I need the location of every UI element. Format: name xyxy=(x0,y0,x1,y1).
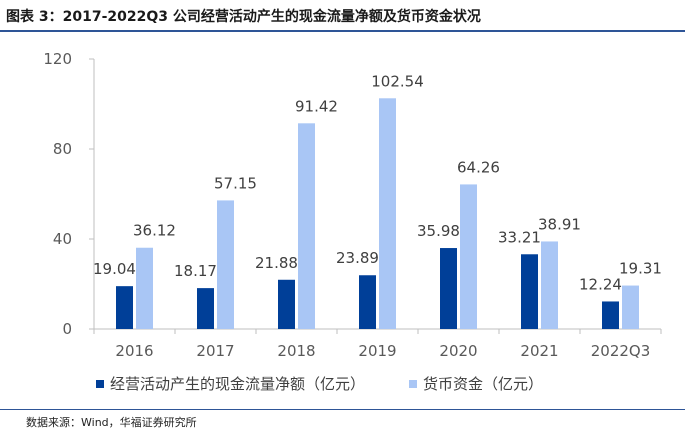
bar-cashflow xyxy=(602,301,619,329)
bar-cashflow xyxy=(116,286,133,329)
bar-cash xyxy=(298,123,315,330)
data-label-cashflow: 21.88 xyxy=(255,254,298,272)
data-label-cashflow: 12.24 xyxy=(579,275,622,293)
bar-cash xyxy=(460,184,477,329)
x-tick-label: 2020 xyxy=(439,342,477,360)
data-label-cash: 19.31 xyxy=(619,260,662,278)
data-label-cash: 57.15 xyxy=(214,174,257,192)
data-label-cashflow: 33.21 xyxy=(498,228,541,246)
bar-cashflow xyxy=(440,248,457,329)
data-label-cash: 36.12 xyxy=(133,222,176,240)
x-tick-label: 2021 xyxy=(520,342,558,360)
x-tick-label: 2022Q3 xyxy=(591,342,651,360)
x-tick-label: 2016 xyxy=(115,342,153,360)
legend-item-cashflow: 经营活动产生的现金流量净额（亿元） xyxy=(96,373,365,394)
legend-swatch-cashflow xyxy=(96,379,104,388)
bar-cash xyxy=(136,247,153,329)
data-label-cashflow: 23.89 xyxy=(336,249,379,267)
data-label-cash: 102.54 xyxy=(371,72,424,90)
bar-cash xyxy=(217,200,234,329)
data-label-cash: 91.42 xyxy=(295,97,338,115)
data-label-cashflow: 18.17 xyxy=(174,262,217,280)
y-tick-label: 80 xyxy=(53,140,72,158)
bar-cash xyxy=(541,241,558,329)
bar-cashflow xyxy=(521,254,538,329)
y-tick-label: 0 xyxy=(62,320,72,338)
bar-cash xyxy=(379,98,396,329)
data-label-cashflow: 19.04 xyxy=(93,260,136,278)
bar-cashflow xyxy=(359,275,376,329)
legend-label-cashflow: 经营活动产生的现金流量净额（亿元） xyxy=(110,375,366,393)
legend-item-cash: 货币资金（亿元） xyxy=(409,373,543,394)
data-label-cash: 38.91 xyxy=(538,215,581,233)
x-tick-label: 2018 xyxy=(277,342,315,360)
legend-swatch-cash xyxy=(409,379,418,388)
legend: 经营活动产生的现金流量净额（亿元） 货币资金（亿元） xyxy=(96,373,587,394)
bar-cashflow xyxy=(278,279,295,329)
figure-title: 图表 3：2017-2022Q3 公司经营活动产生的现金流量净额及货币资金状况 xyxy=(6,9,481,25)
source-rule xyxy=(0,409,685,410)
legend-label-cash: 货币资金（亿元） xyxy=(423,375,544,393)
y-tick-label: 120 xyxy=(43,50,72,68)
bar-cashflow xyxy=(197,288,214,329)
y-tick-label: 40 xyxy=(53,230,72,248)
x-tick-label: 2017 xyxy=(196,342,234,360)
x-tick-label: 2019 xyxy=(358,342,396,360)
source-note: 数据来源：Wind，华福证券研究所 xyxy=(26,416,197,429)
data-label-cash: 64.26 xyxy=(457,158,500,176)
title-rule xyxy=(0,30,685,32)
bar-cash xyxy=(622,285,639,329)
data-label-cashflow: 35.98 xyxy=(417,222,460,240)
